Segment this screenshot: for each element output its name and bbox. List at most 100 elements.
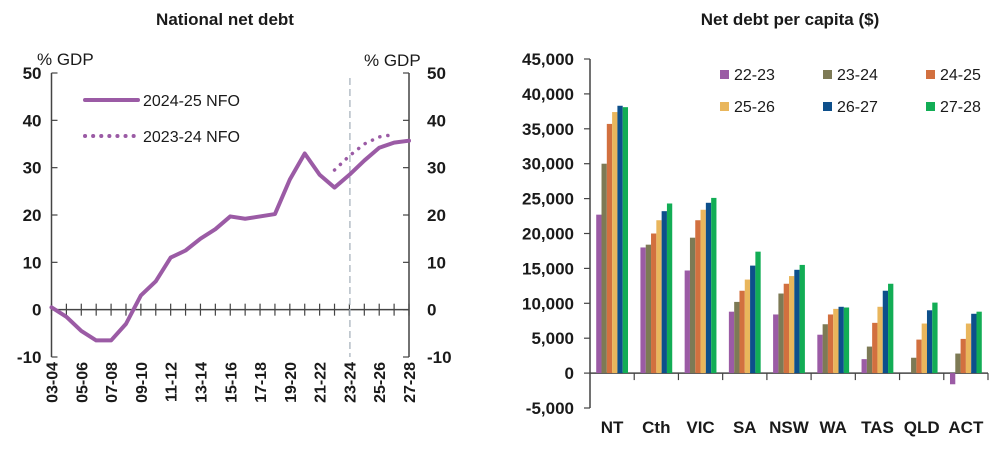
bar-nsw-22-23 [773,314,779,374]
bar-nsw-27-28 [799,264,805,374]
bar-cth-26-27 [661,211,667,374]
bar-act-24-25 [960,338,966,374]
legend-swatch [926,102,935,111]
y-tick-label: 20,000 [522,225,574,244]
bar-cth-22-23 [640,247,646,374]
bar-vic-26-27 [705,202,712,374]
x-tick-label: 25-26 [372,362,389,403]
national-net-debt-chart: National net debt % GDP % GDP -10 -10 0 0 10… [17,10,452,403]
x-tick-label: 11-12 [164,362,181,402]
bar-qld-24-25 [916,339,922,374]
x-tick-label: 05-06 [74,362,91,403]
bar-nt-25-26 [612,112,618,374]
left-y-tick-label: 0 [32,301,41,320]
right-y-tick-label: 30 [427,159,446,178]
bar-act-25-26 [965,323,972,374]
bar-tas-25-26 [877,306,883,374]
bar-nt-27-28 [622,107,629,374]
legend-swatch [926,70,935,79]
legend-label: 2023-24 NFO [143,129,240,146]
series-line-2023-24-nfo [332,132,396,172]
legend-label: 23-24 [837,67,878,84]
bar-tas-22-23 [861,359,867,374]
right-chart-title: Net debt per capita ($) [701,10,880,29]
y-tick-label: 45,000 [522,50,574,69]
bar-wa-24-25 [827,314,834,374]
bar-tas-24-25 [872,322,878,374]
bar-wa-27-28 [843,307,850,374]
bar-nt-22-23 [596,214,602,374]
legend-swatch [823,70,832,79]
x-tick-label: 19-20 [283,362,300,403]
category-label: SA [733,418,757,437]
y-tick-label: 10,000 [522,294,574,313]
right-y-axis-label: % GDP [364,51,421,70]
left-y-tick-label: 50 [23,64,42,83]
right-y-tick-label: 0 [427,301,436,320]
x-tick-label: 17-18 [253,362,270,403]
bar-sa-27-28 [755,251,761,374]
y-tick-label: 15,000 [522,259,574,278]
x-tick-label: 23-24 [342,362,359,403]
category-label: NT [601,418,624,437]
x-tick-label: 15-16 [223,362,240,403]
bar-wa-23-24 [822,324,828,374]
bar-nsw-24-25 [783,283,789,374]
bar-nsw-26-27 [794,269,800,374]
x-tick-label: 07-08 [104,362,121,403]
bar-nt-26-27 [617,105,623,374]
bar-vic-22-23 [684,270,690,374]
y-tick-label: 35,000 [522,120,574,139]
right-y-tick-label: 50 [427,64,446,83]
category-label: WA [820,418,847,437]
category-label: NSW [769,418,810,437]
bar-vic-24-25 [695,220,701,374]
y-tick-label: 0 [565,364,574,383]
right-y-tick-label: 10 [427,253,446,272]
bar-tas-27-28 [888,283,894,374]
left-y-tick-label: 10 [23,253,42,272]
legend-label: 2024-25 NFO [143,93,240,110]
legend-label: 24-25 [940,67,981,84]
bar-cth-24-25 [651,233,657,374]
bar-qld-27-28 [932,302,938,374]
bar-act-27-28 [976,311,982,374]
bar-vic-27-28 [711,197,717,374]
bar-sa-26-27 [750,265,756,374]
bar-sa-24-25 [739,290,745,374]
right-y-tick-label: 40 [427,111,446,130]
bar-wa-25-26 [833,308,839,374]
left-y-tick-label: -10 [17,348,42,367]
x-tick-label: 27-28 [402,362,419,403]
bar-act-22-23 [949,373,956,385]
bar-vic-25-26 [700,209,706,374]
bar-tas-26-27 [882,290,889,374]
category-label: TAS [861,418,894,437]
bar-sa-23-24 [734,301,740,374]
net-debt-per-capita-chart: Net debt per capita ($) -5,000 0 5,000 10,0… [522,10,989,437]
legend-swatch [720,102,729,111]
legend-label: 22-23 [734,67,775,84]
bar-cth-25-26 [656,220,662,374]
legend-swatch [823,102,832,111]
category-label: VIC [686,418,714,437]
left-y-tick-label: 40 [23,111,42,130]
bar-nt-23-24 [601,163,607,374]
category-label: QLD [904,418,940,437]
y-tick-label: -5,000 [526,399,574,418]
bar-nsw-25-26 [789,276,795,374]
bar-qld-26-27 [926,310,933,374]
bar-act-26-27 [971,313,977,374]
bar-sa-25-26 [744,279,751,374]
legend-label: 27-28 [940,99,981,116]
x-tick-label: 09-10 [134,362,151,403]
bar-nsw-23-24 [778,293,784,374]
left-y-axis-label: % GDP [37,50,94,69]
y-tick-label: 5,000 [531,329,574,348]
bar-wa-26-27 [838,306,844,374]
bar-vic-23-24 [689,237,696,374]
y-tick-label: 30,000 [522,155,574,174]
legend-swatch [720,70,729,79]
left-chart-title: National net debt [156,10,294,29]
